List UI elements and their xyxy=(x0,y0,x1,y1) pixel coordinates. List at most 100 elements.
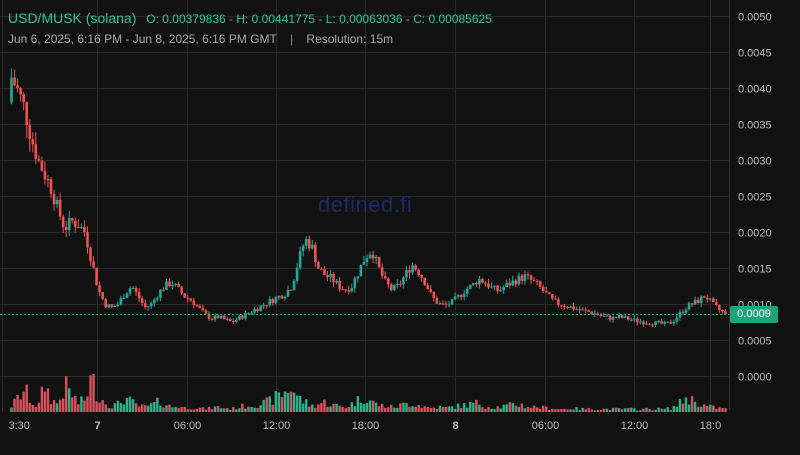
candle-body xyxy=(368,254,372,259)
volume-bar xyxy=(411,406,414,412)
volume-bar xyxy=(371,400,375,412)
candle-body xyxy=(429,289,433,292)
candle-body xyxy=(195,305,199,307)
candle-body xyxy=(250,312,253,314)
volume-bar xyxy=(28,402,31,412)
volume-bar xyxy=(675,406,679,412)
volume-bar xyxy=(134,403,138,412)
last-price-tag: 0.0009 xyxy=(730,306,778,323)
volume-bar xyxy=(541,405,545,412)
volume-bar xyxy=(68,388,71,412)
candle-body xyxy=(666,321,670,323)
candle-body xyxy=(383,275,387,279)
volume-bar xyxy=(229,409,232,412)
candle-body xyxy=(578,309,581,311)
volume-bar xyxy=(706,405,709,412)
volume-bar xyxy=(660,408,663,412)
volume-bar xyxy=(532,405,536,412)
volume-bar xyxy=(292,392,296,412)
candle-body xyxy=(687,303,691,310)
candle-body xyxy=(292,280,296,291)
candle-body xyxy=(414,265,417,270)
candle-body xyxy=(171,284,174,287)
candle-body xyxy=(566,306,569,308)
volume-bar xyxy=(147,405,150,412)
volume-bar xyxy=(262,399,265,412)
candle-body xyxy=(25,102,29,126)
volume-bar xyxy=(128,396,132,412)
candle-body xyxy=(502,287,505,291)
volume-bar xyxy=(466,407,469,412)
candle-body xyxy=(633,318,636,320)
candle-body xyxy=(557,299,560,306)
ohlc-values: O: 0.00379836 - H: 0.00441775 - L: 0.000… xyxy=(146,12,492,26)
candle-body xyxy=(538,281,542,287)
price-tick-label: 0.0050 xyxy=(738,12,772,24)
volume-bar xyxy=(447,406,451,412)
candle-body xyxy=(238,315,241,320)
candle-body xyxy=(611,316,615,320)
volume-bar xyxy=(61,398,65,412)
candle-body xyxy=(590,311,594,315)
volume-bar xyxy=(690,396,694,412)
candle-body xyxy=(131,288,135,290)
candle-body xyxy=(247,312,250,314)
volume-bar xyxy=(189,409,192,412)
volume-bar xyxy=(575,407,578,412)
price-tick-label: 0.0015 xyxy=(738,264,772,276)
volume-bar xyxy=(535,407,539,412)
volume-bar xyxy=(326,406,329,412)
volume-bar xyxy=(593,410,597,412)
candle-body xyxy=(116,304,120,307)
candle-body xyxy=(317,262,320,269)
candle-body xyxy=(447,304,451,306)
candle-body xyxy=(274,297,278,304)
candle-body xyxy=(724,311,727,315)
candle-body xyxy=(481,278,484,283)
volume-bar xyxy=(65,376,68,412)
volume-bar xyxy=(104,404,107,412)
volume-bar xyxy=(271,404,274,412)
volume-bar xyxy=(614,407,618,412)
candle-body xyxy=(362,261,366,265)
volume-bar xyxy=(107,408,110,412)
candle-body xyxy=(168,281,171,287)
price-tick-label: 0.0045 xyxy=(738,48,772,60)
candle-body xyxy=(426,285,430,290)
volume-bar xyxy=(116,400,120,412)
volume-bar xyxy=(666,407,669,412)
candle-body xyxy=(58,199,62,217)
candle-body xyxy=(371,254,375,259)
volume-bar xyxy=(180,406,183,412)
legend-separator: | xyxy=(289,32,294,46)
volume-bar xyxy=(329,406,332,412)
candle-body xyxy=(721,310,724,312)
volume-bar xyxy=(578,410,581,412)
volume-bar xyxy=(435,409,439,412)
candle-body xyxy=(411,265,414,273)
price-tick-label: 0.0020 xyxy=(738,228,772,240)
candle-body xyxy=(13,77,16,86)
candle-body xyxy=(338,280,341,290)
candle-body xyxy=(359,264,363,277)
candle-body xyxy=(696,299,700,304)
volume-bar xyxy=(89,375,92,412)
candle-body xyxy=(575,309,578,311)
candle-body xyxy=(617,315,621,318)
time-tick-label: 12:00 xyxy=(263,420,291,432)
candle-body xyxy=(146,306,150,308)
time-tick-label: 06:00 xyxy=(532,420,560,432)
volume-bar xyxy=(681,403,685,412)
candle-body xyxy=(715,301,718,306)
volume-bar xyxy=(508,402,511,412)
candle-body xyxy=(456,295,460,297)
candle-body xyxy=(77,227,80,229)
price-axis-panel[interactable] xyxy=(729,0,800,450)
candle-body xyxy=(520,275,524,281)
volume-bar xyxy=(696,406,700,412)
volume-bar xyxy=(210,409,214,412)
volume-bar xyxy=(569,409,572,412)
volume-bar xyxy=(590,409,594,412)
